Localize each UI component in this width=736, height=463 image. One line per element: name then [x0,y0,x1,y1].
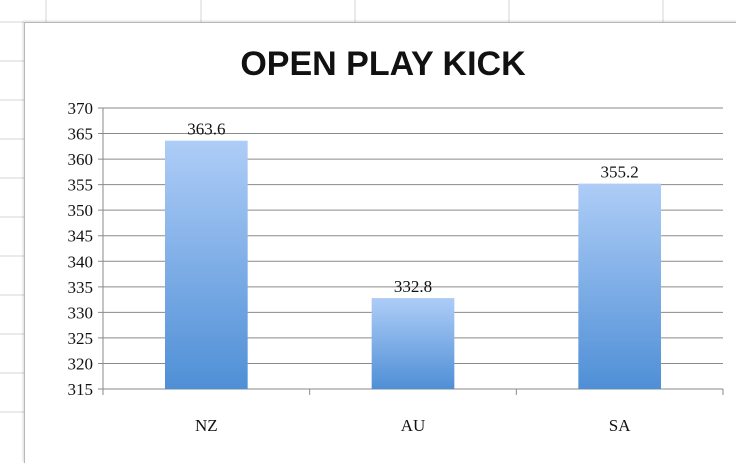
y-tick-label: 365 [68,125,94,144]
x-tick-label: SA [609,416,631,435]
data-label-nz: 363.6 [187,120,225,139]
bar-sa[interactable] [578,183,661,389]
bar-chart: OPEN PLAY KICK 3153203253303353403453503… [68,45,724,435]
chart-area[interactable]: OPEN PLAY KICK 315 320 325 330 335 340 345 350 3… [24,22,736,463]
data-label-au: 332.8 [394,277,432,296]
y-tick-label: 335 [68,278,94,297]
data-labels: 363.6 332.8 355.2 [187,120,639,296]
y-tick-label: 325 [68,329,94,348]
y-axis-ticks: 315 320 325 330 335 340 345 350 355 360 365 370 [68,99,94,399]
bars [165,140,661,389]
y-tick-label: 315 [68,380,94,399]
y-tick-label: 360 [68,150,94,169]
y-tick-label: 330 [68,303,94,322]
y-tick-label: 355 [68,176,94,195]
data-label-sa: 355.2 [601,163,639,182]
bar-nz[interactable] [165,140,248,389]
x-tick-label: NZ [195,416,218,435]
chart-title: OPEN PLAY KICK [240,45,526,83]
x-tick-label: AU [401,416,426,435]
y-tick-label: 350 [68,201,94,220]
bar-au[interactable] [371,298,455,389]
y-tick-label: 370 [68,99,94,118]
x-axis-ticks: NZ AU SA [195,416,631,435]
y-tick-label: 340 [68,252,94,271]
y-tick-label: 345 [68,227,94,246]
spreadsheet-grid [0,0,664,413]
y-tick-label: 320 [68,354,94,373]
